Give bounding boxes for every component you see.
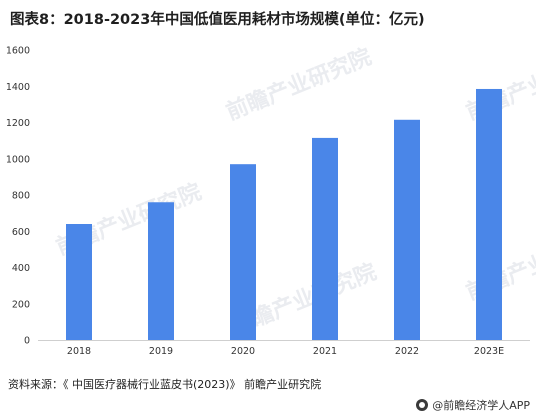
x-tick-label: 2022: [395, 346, 419, 357]
watermark-layer: 前瞻产业研究院前瞻产业研究院前瞻产业研究院前瞻产业研究院前瞻产业研究院: [53, 44, 536, 341]
x-tick-label: 2019: [149, 346, 173, 357]
chart-title: 图表8：2018-2023年中国低值医用耗材市场规模(单位：亿元): [10, 12, 425, 28]
y-tick-label: 0: [24, 336, 30, 347]
bar-2023E: [476, 88, 502, 340]
bar-2018: [66, 224, 92, 340]
source-note: 资料来源：《 中国医疗器械行业蓝皮书(2023)》 前瞻产业研究院: [8, 378, 322, 391]
y-tick-label: 1200: [6, 118, 30, 129]
y-tick-label: 1600: [6, 46, 30, 57]
y-tick-label: 1400: [6, 82, 30, 93]
bars: [66, 88, 502, 340]
y-axis: 0 200 400 600 800 1000 1200 1400 1600: [6, 46, 30, 347]
y-tick-label: 200: [12, 299, 30, 310]
brand-credit-text: @前瞻经济学人APP: [432, 399, 530, 412]
bar-2022: [394, 119, 420, 340]
brand-logo-icon: [416, 399, 429, 411]
y-tick-label: 1000: [6, 154, 30, 165]
x-tick-label: 2020: [231, 346, 255, 357]
y-tick-label: 800: [12, 191, 30, 202]
x-tick-label: 2018: [67, 346, 91, 357]
brand-credit: @前瞻经济学人APP: [416, 397, 530, 413]
bar-2021: [312, 137, 338, 340]
bar-2019: [148, 202, 174, 340]
x-axis: 2018 2019 2020 2021 2022 2023E: [67, 346, 504, 357]
x-tick-label: 2021: [313, 346, 337, 357]
y-tick-label: 400: [12, 263, 30, 274]
watermark-text: 前瞻产业研究院: [223, 44, 376, 126]
x-tick-label: 2023E: [474, 346, 504, 357]
y-tick-label: 600: [12, 227, 30, 238]
bar-2020: [230, 164, 256, 340]
